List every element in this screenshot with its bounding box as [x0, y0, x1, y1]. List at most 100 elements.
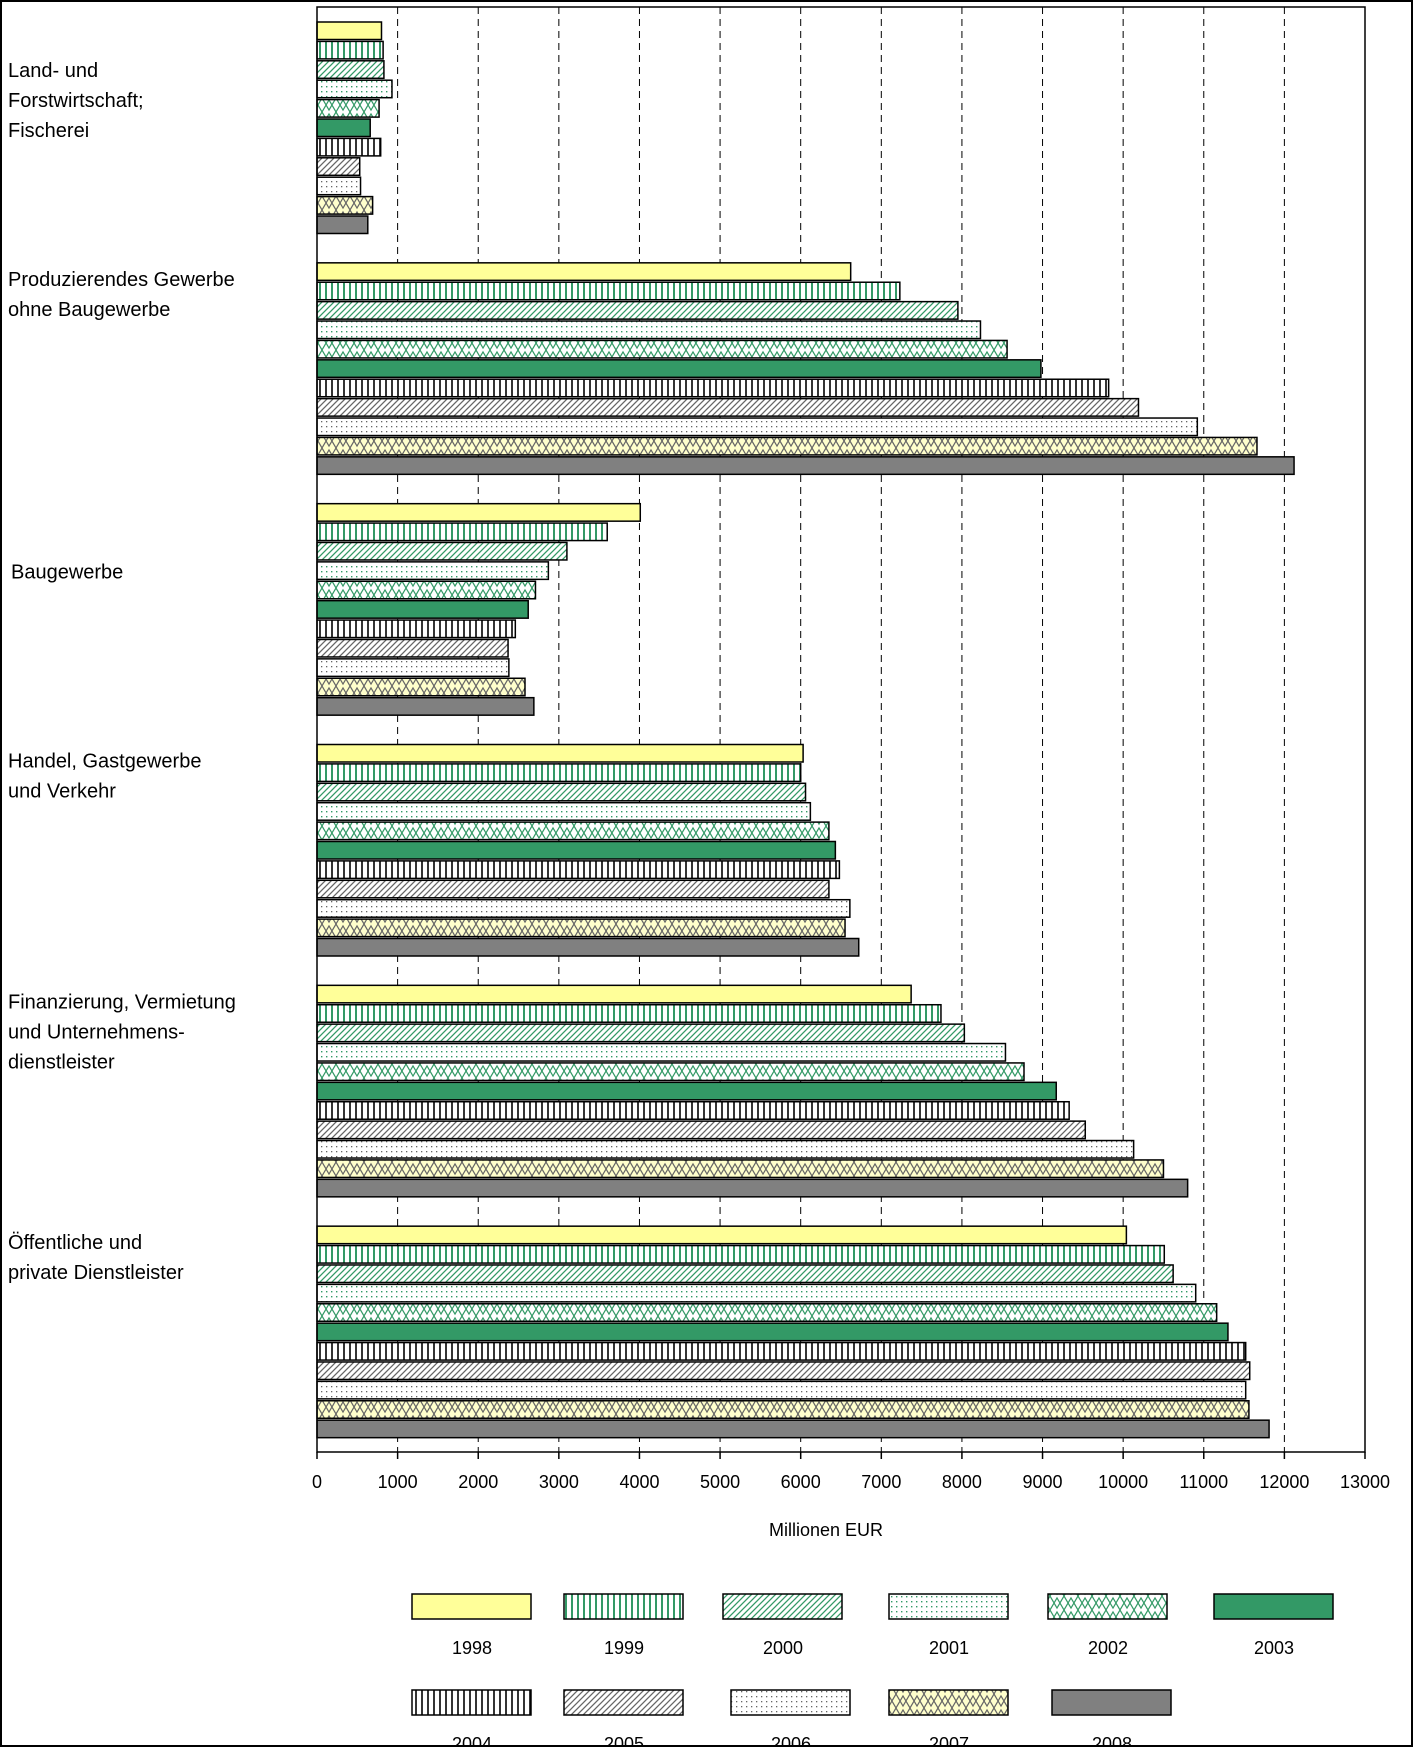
- category-label: dienstleister: [8, 1051, 115, 1073]
- legend-swatch: [563, 1593, 684, 1620]
- bar-2005: [316, 1120, 1087, 1140]
- bar-2001: [316, 1283, 1197, 1303]
- bar-2008: [316, 456, 1295, 476]
- legend-swatch: [730, 1689, 851, 1716]
- legend-label: 2008: [1092, 1734, 1132, 1747]
- bar-2002: [316, 1062, 1025, 1082]
- category-label: Öffentliche und: [8, 1232, 142, 1254]
- x-tick-label: 9000: [1023, 1472, 1063, 1492]
- legend-label: 2006: [771, 1734, 811, 1747]
- bar-2004: [316, 1341, 1247, 1361]
- bar-2003: [316, 1081, 1057, 1101]
- legend-item-2007: 2007: [888, 1689, 1009, 1747]
- bar-2000: [316, 541, 568, 561]
- x-tick-label: 10000: [1098, 1472, 1148, 1492]
- bar-1998: [316, 743, 804, 763]
- bar-2001: [316, 561, 550, 581]
- bar-2002: [316, 339, 1008, 359]
- legend-item-2002: 2002: [1047, 1593, 1168, 1658]
- bar-1999: [316, 281, 901, 301]
- legend-item-2003: 2003: [1213, 1593, 1334, 1658]
- legend-swatch: [411, 1689, 532, 1716]
- category-label: Handel, Gastgewerbe: [8, 751, 201, 773]
- bar-2004: [316, 860, 841, 880]
- bar-1998: [316, 502, 642, 522]
- category-labels: Land- und Forstwirtschaft; Fischerei Produz…: [8, 60, 236, 1284]
- bar-2007: [316, 677, 526, 697]
- bar-2000: [316, 782, 807, 802]
- legend-label: 2005: [604, 1734, 644, 1747]
- bar-2001: [316, 320, 982, 340]
- legend-swatch: [888, 1689, 1009, 1716]
- x-tick-label: 3000: [539, 1472, 579, 1492]
- bar-2007: [316, 918, 846, 938]
- bar-2000: [316, 300, 959, 320]
- bar-2005: [316, 1361, 1251, 1381]
- bar-2000: [316, 60, 385, 80]
- x-tick-label: 0: [312, 1472, 322, 1492]
- category-label: und Verkehr: [8, 781, 116, 803]
- legend-label: 2002: [1088, 1638, 1128, 1658]
- x-tick-label: 5000: [700, 1472, 740, 1492]
- bar-2007: [316, 195, 374, 215]
- bar-2004: [316, 378, 1110, 398]
- bar-2008: [316, 1178, 1189, 1198]
- bar-1999: [316, 1244, 1166, 1264]
- bar-2007: [316, 436, 1258, 456]
- bar-2001: [316, 801, 812, 821]
- bar-2006: [316, 898, 851, 918]
- legend-item-2006: 2006: [730, 1689, 851, 1747]
- bar-2005: [316, 879, 830, 899]
- legend-label: 2007: [929, 1734, 969, 1747]
- bar-2000: [316, 1264, 1174, 1284]
- legend-swatch: [722, 1593, 843, 1620]
- bar-1998: [316, 1225, 1128, 1245]
- legend-label: 2004: [452, 1734, 492, 1747]
- bar-1999: [316, 40, 384, 60]
- bar-2006: [316, 176, 362, 196]
- bar-2005: [316, 638, 509, 658]
- legend-item-2005: 2005: [563, 1689, 684, 1747]
- bar-2006: [316, 1139, 1135, 1159]
- category-label: ohne Baugewerbe: [8, 299, 170, 321]
- bar-2003: [316, 599, 529, 619]
- bar-2001: [316, 79, 393, 99]
- bar-2002: [316, 98, 380, 118]
- bar-2006: [316, 658, 510, 678]
- bar-2006: [316, 417, 1199, 437]
- x-tick-label: 6000: [781, 1472, 821, 1492]
- bar-2003: [316, 118, 371, 138]
- bar-2004: [316, 619, 517, 639]
- bar-2003: [316, 1322, 1229, 1342]
- bar-1998: [316, 262, 852, 282]
- legend-item-2001: 2001: [888, 1593, 1009, 1658]
- legend-label: 1998: [452, 1638, 492, 1658]
- plot-area-frame: [316, 6, 1366, 1453]
- legend-label: 2001: [929, 1638, 969, 1658]
- category-label: Fischerei: [8, 120, 89, 142]
- x-axis-ticks: 0 1000 2000 3000 4000 5000 6000 7000 8000 9000 100…: [312, 1452, 1390, 1492]
- bar-2000: [316, 1023, 966, 1043]
- category-label: und Unternehmens-: [8, 1021, 185, 1043]
- legend-item-2000: 2000: [722, 1593, 843, 1658]
- x-tick-label: 7000: [861, 1472, 901, 1492]
- x-axis-label: Millionen EUR: [769, 1520, 883, 1540]
- bar-1998: [316, 21, 383, 41]
- bar-2007: [316, 1159, 1165, 1179]
- bar-2003: [316, 359, 1042, 379]
- x-tick-label: 8000: [942, 1472, 982, 1492]
- bar-1999: [316, 763, 802, 783]
- legend-label: 2003: [1254, 1638, 1294, 1658]
- legend-label: 1999: [604, 1638, 644, 1658]
- x-tick-label: 4000: [619, 1472, 659, 1492]
- bar-2005: [316, 397, 1140, 417]
- x-tick-label: 1000: [378, 1472, 418, 1492]
- bar-2003: [316, 840, 837, 860]
- category-label: Forstwirtschaft;: [8, 90, 144, 112]
- legend-item-1999: 1999: [563, 1593, 684, 1658]
- legend-item-2008: 2008: [1051, 1689, 1172, 1747]
- bar-1998: [316, 984, 912, 1004]
- bar-2006: [316, 1380, 1247, 1400]
